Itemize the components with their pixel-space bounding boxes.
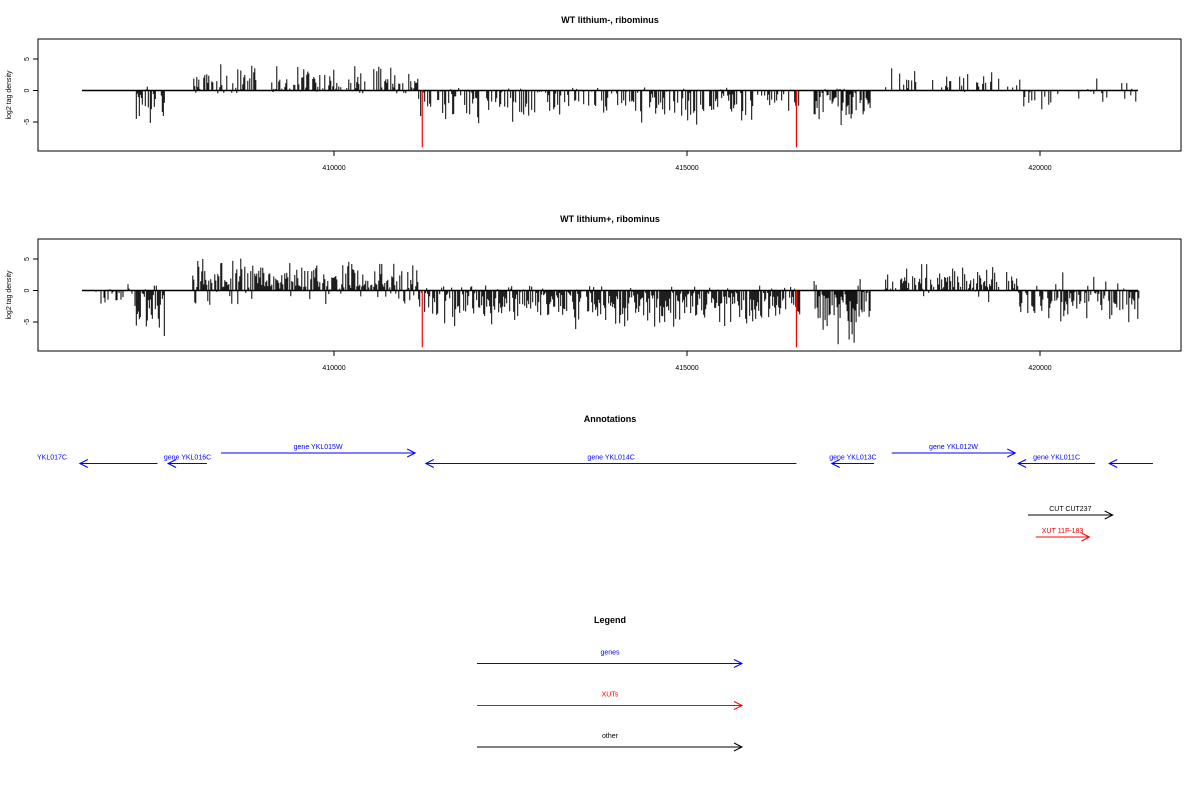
annotation-label: YKL017C xyxy=(37,455,67,462)
y-tick-label: -5 xyxy=(24,119,31,125)
x-tick-label: 420000 xyxy=(1028,165,1051,172)
y-tick-label: 0 xyxy=(24,88,31,92)
x-axis: 410000 415000 420000 xyxy=(322,150,1052,172)
x-tick-label: 410000 xyxy=(322,165,345,172)
legend-item-xut: XUTs xyxy=(477,692,744,710)
annotation-xut: XUT 11F-183 xyxy=(1035,528,1091,542)
annotation-label: gene YKL014C xyxy=(587,455,634,462)
annotation-gene: gene YKL016C xyxy=(164,455,211,468)
legend-item-other: other xyxy=(477,733,744,752)
arrow-head-icon xyxy=(733,742,744,752)
legend-label: XUTs xyxy=(602,692,619,699)
arrow-head-icon xyxy=(1081,532,1091,542)
legend-title: Legend xyxy=(594,615,626,625)
marker-lines xyxy=(421,90,798,148)
x-tick-label: 420000 xyxy=(1028,365,1051,372)
annotation-label: gene YKL016C xyxy=(164,455,211,462)
arrow-head-icon xyxy=(166,459,177,468)
arrow-head-icon xyxy=(424,459,435,468)
annotation-gene: gene YKL011C xyxy=(1016,455,1096,468)
annotation-gene: gene YKL014C xyxy=(424,455,797,468)
arrow-head-icon xyxy=(1016,459,1027,468)
legend-item-gene: genes xyxy=(477,650,744,668)
arrow-head-icon xyxy=(406,448,417,458)
x-tick-label: 410000 xyxy=(322,365,345,372)
panel-lithium-minus: WT lithium-, ribominus 5 0 -5 log2 tag d… xyxy=(6,15,1182,172)
legend-label: genes xyxy=(600,650,620,657)
annotation-label: gene YKL011C xyxy=(1033,455,1080,462)
annotation-label: XUT 11F-183 xyxy=(1042,528,1083,535)
annotations-panel: Annotations YKL017C gene YKL016C gene YKL0… xyxy=(37,414,1153,542)
y-axis-title: log2 tag density xyxy=(6,270,13,320)
annotation-label: CUT CUT237 xyxy=(1049,506,1091,513)
annotation-label: gene YKL015W xyxy=(294,444,343,451)
y-tick-label: -5 xyxy=(24,319,31,325)
annotation-other: CUT CUT237 xyxy=(1027,506,1114,520)
legend-items: genes XUTs other xyxy=(477,650,744,752)
annotation-gene xyxy=(1108,459,1153,468)
x-tick-label: 415000 xyxy=(675,365,698,372)
legend: Legend genes XUTs other xyxy=(477,615,744,752)
legend-label: other xyxy=(602,733,619,740)
marker-lines xyxy=(421,290,798,348)
annotation-gene: gene YKL012W xyxy=(891,444,1017,458)
arrow-head-icon xyxy=(78,459,89,468)
annotation-tracks: YKL017C gene YKL016C gene YKL015W gene YKL0… xyxy=(37,444,1153,542)
annotations-title: Annotations xyxy=(584,414,637,424)
arrow-head-icon xyxy=(1104,510,1114,520)
x-axis: 410000 415000 420000 xyxy=(322,350,1052,372)
plot-frame xyxy=(37,38,1182,152)
panel-lithium-plus: WT lithium+, ribominus 5 0 -5 log2 tag d… xyxy=(6,214,1182,372)
y-tick-label: 5 xyxy=(24,257,31,261)
annotation-gene: YKL017C xyxy=(37,455,158,468)
panel-title: WT lithium+, ribominus xyxy=(560,214,660,224)
annotation-gene: gene YKL015W xyxy=(221,444,417,458)
arrow-head-icon xyxy=(733,659,744,668)
x-tick-label: 415000 xyxy=(675,165,698,172)
arrow-head-icon xyxy=(733,701,744,710)
panel-title: WT lithium-, ribominus xyxy=(561,15,659,25)
arrow-head-icon xyxy=(1108,459,1118,468)
y-axis-title: log2 tag density xyxy=(6,70,13,120)
bar-series xyxy=(135,64,1137,125)
y-tick-label: 5 xyxy=(24,57,31,61)
annotation-label: gene YKL012W xyxy=(929,444,978,451)
arrow-head-icon xyxy=(1007,448,1017,458)
y-tick-label: 0 xyxy=(24,288,31,292)
annotation-label: gene YKL013C xyxy=(829,455,876,462)
y-axis: 5 0 -5 log2 tag density xyxy=(6,57,39,125)
y-axis: 5 0 -5 log2 tag density xyxy=(6,257,39,325)
bar-series xyxy=(95,258,1140,345)
annotation-gene: gene YKL013C xyxy=(829,455,877,468)
arrow-head-icon xyxy=(830,459,840,468)
